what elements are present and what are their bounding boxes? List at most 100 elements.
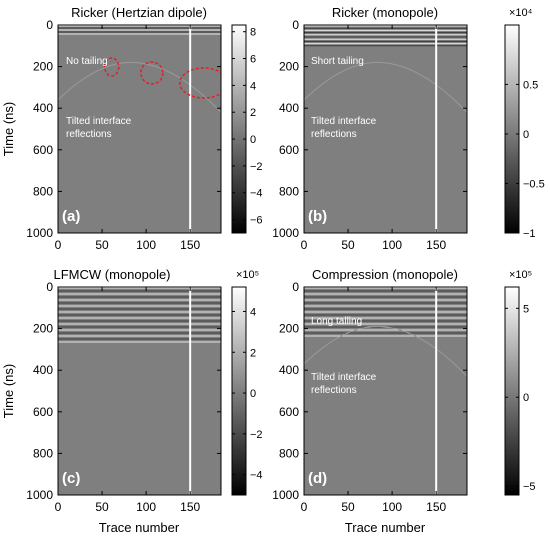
colorbar-tick-label: 5 [523, 303, 529, 315]
plot-frame [303, 24, 468, 234]
panel-label: (d) [308, 470, 327, 487]
y-tick-label: 400 [279, 363, 299, 377]
colorbar-tick-label: −4 [250, 470, 263, 482]
y-tick-label: 1000 [26, 226, 53, 240]
x-axis-label: Trace number [345, 520, 426, 535]
y-axis-label: Time (ns) [1, 364, 16, 418]
colorbar-gradient [504, 24, 520, 234]
y-tick-label: 0 [292, 18, 299, 32]
colorbar-gradient [231, 24, 247, 234]
y-axis: 0 200 400 600 800 1000 [272, 280, 467, 502]
colorbar-tick-label: 0 [250, 388, 256, 400]
plot-frame [57, 286, 222, 496]
reflection-left [304, 61, 381, 101]
y-tick-label: 600 [279, 405, 299, 419]
x-axis: 0 50 100 150 [301, 25, 446, 252]
x-tick-label: 0 [55, 500, 62, 514]
panel-title: Compression (monopole) [312, 267, 458, 282]
x-axis: 0 50 100 150 [55, 287, 200, 514]
annotation-long-tailing: Long tailing [311, 316, 362, 327]
colorbar-tick-label: 0.5 [523, 79, 538, 91]
x-axis: 0 50 100 150 [55, 25, 200, 252]
x-tick-label: 50 [95, 500, 109, 514]
y-tick-label: 0 [292, 280, 299, 294]
y-tick-label: 0 [46, 280, 53, 294]
panel-label: (c) [62, 470, 80, 487]
colorbar-tick-label: −4 [250, 188, 263, 200]
y-tick-label: 200 [279, 322, 299, 336]
colorbar-tick-label: −2 [250, 161, 263, 173]
panel-b: Ricker (monopole) Short tailing Tilted i… [272, 5, 544, 252]
panel-a: Ricker (Hertzian dipole) No tailing Tilt… [1, 5, 263, 252]
annotation-no-tailing: No tailing [66, 56, 108, 67]
reflection-hyperbola [304, 61, 467, 113]
plot-area [58, 25, 221, 233]
y-tick-label: 600 [279, 143, 299, 157]
annotation-reflections: reflections [311, 129, 357, 140]
y-tick-label: 1000 [272, 488, 299, 502]
colorbar-tick-label: 8 [250, 27, 256, 39]
heatmap-background [304, 25, 467, 233]
colorbar: 4 2 0 −2 −4 ×10⁵ [231, 269, 263, 496]
heatmap-background [58, 287, 221, 495]
direct-wave-bands [58, 287, 221, 343]
y-tick-label: 200 [33, 60, 53, 74]
y-tick-label: 1000 [272, 226, 299, 240]
colorbar-tick-label: −6 [250, 215, 263, 227]
x-tick-label: 0 [301, 500, 308, 514]
reflection-right [380, 326, 467, 377]
colorbar-tick-label: 4 [250, 306, 256, 318]
y-tick-label: 800 [33, 184, 53, 198]
annotation-tilted-interface: Tilted interface [66, 116, 132, 127]
panel-d: Compression (monopole) Long tailing Tilt… [272, 267, 535, 535]
colorbar-exponent: ×10⁵ [236, 269, 259, 281]
y-axis: 0 200 400 600 800 1000 [26, 280, 221, 502]
highlight-ellipse [140, 61, 164, 85]
x-tick-label: 150 [180, 238, 200, 252]
y-axis-label: Time (ns) [1, 102, 16, 156]
x-axis-label: Trace number [99, 520, 180, 535]
y-tick-label: 800 [279, 184, 299, 198]
y-tick-label: 200 [33, 322, 53, 336]
y-tick-label: 800 [279, 446, 299, 460]
y-axis: 0 200 400 600 800 1000 [272, 18, 467, 240]
colorbar-tick-label: 4 [250, 80, 256, 92]
plot-area [304, 287, 467, 495]
y-tick-label: 400 [33, 363, 53, 377]
x-tick-label: 150 [180, 500, 200, 514]
reflection-right [380, 61, 467, 113]
panel-title: LFMCW (monopole) [53, 267, 170, 282]
x-tick-label: 50 [341, 238, 355, 252]
x-axis: 0 50 100 150 [301, 287, 446, 514]
colorbar-tick-label: 2 [250, 107, 256, 119]
colorbar-gradient [504, 286, 520, 496]
direct-wave-bands [304, 287, 467, 337]
y-tick-label: 1000 [26, 488, 53, 502]
reflection-hyperbola [58, 61, 221, 113]
annotation-tilted-interface: Tilted interface [311, 372, 377, 383]
highlight-ellipse [179, 67, 221, 99]
panel-label: (a) [62, 208, 80, 225]
plot-frame [303, 286, 468, 496]
y-tick-label: 400 [279, 101, 299, 115]
plot-frame [57, 24, 222, 234]
colorbar-tick-label: −5 [523, 481, 536, 493]
direct-wave-bands [304, 25, 467, 47]
colorbar-tick-label: 0 [523, 392, 529, 404]
x-tick-label: 100 [382, 238, 402, 252]
colorbar-exponent: ×10⁴ [509, 7, 533, 19]
y-tick-label: 0 [46, 18, 53, 32]
colorbar-gradient [231, 286, 247, 496]
y-tick-label: 800 [33, 446, 53, 460]
colorbar: 5 0 −5 ×10⁵ [504, 269, 536, 496]
annotation-reflections: reflections [311, 385, 357, 396]
colorbar-tick-label: 0 [250, 134, 256, 146]
y-tick-label: 600 [33, 143, 53, 157]
panel-c: LFMCW (monopole) (c) 0 50 100 150 0 200 400 60… [1, 267, 263, 535]
plot-area [304, 25, 467, 233]
x-tick-label: 100 [136, 500, 156, 514]
reflection-left [304, 326, 381, 365]
annotation-short-tailing: Short tailing [311, 56, 364, 67]
heatmap-background [304, 287, 467, 495]
panel-title: Ricker (monopole) [332, 5, 438, 20]
